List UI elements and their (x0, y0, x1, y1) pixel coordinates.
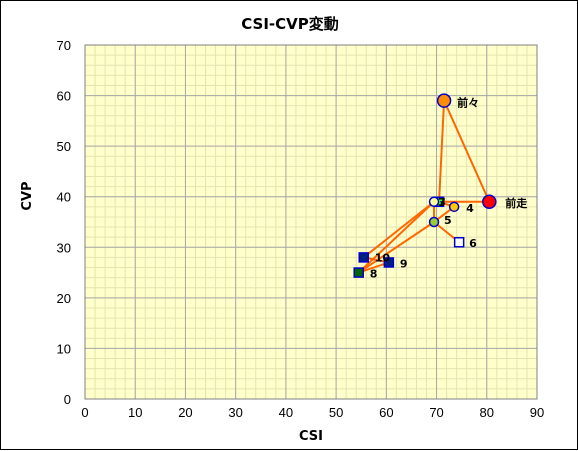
plot-area (85, 45, 537, 399)
x-tick-label: 70 (429, 405, 443, 420)
grid (84, 44, 538, 400)
y-tick-label: 50 (57, 139, 71, 154)
connecting-line (363, 200, 435, 259)
data-point-label: 前走 (505, 196, 527, 210)
data-point (358, 252, 369, 263)
x-tick-label: 90 (530, 405, 544, 420)
data-point-label: 3 (438, 196, 446, 209)
data-point (482, 194, 497, 210)
x-tick-label: 30 (228, 405, 242, 420)
y-axis-label: CVP (20, 181, 35, 210)
y-tick-label: 20 (57, 291, 71, 306)
data-point (428, 216, 440, 228)
data-point (383, 257, 395, 268)
chart-title: CSI-CVP変動 (241, 15, 339, 33)
connecting-lines (358, 100, 491, 274)
data-points (353, 93, 497, 278)
data-point-label: 7 (438, 196, 446, 209)
connecting-line (358, 221, 435, 274)
x-tick-label: 20 (178, 405, 192, 420)
y-tick-label: 40 (57, 190, 71, 205)
data-point-label: 10 (375, 251, 391, 264)
x-tick-label: 10 (128, 405, 142, 420)
data-point (353, 267, 364, 278)
data-point (436, 93, 452, 108)
x-tick-label: 50 (329, 405, 343, 420)
data-point-label: 4 (466, 202, 474, 215)
data-point-label: 8 (370, 268, 378, 281)
y-tick-label: 70 (57, 38, 71, 53)
data-point-label: 6 (469, 237, 477, 250)
data-point (428, 196, 440, 208)
y-tick-label: 60 (57, 89, 71, 104)
x-axis-label: CSI (299, 429, 323, 444)
x-tick-label: 40 (279, 405, 293, 420)
point-labels: 前走 前々 3 4 5 6 7 8 9 10 (370, 96, 528, 281)
y-tick-label: 30 (57, 240, 71, 255)
plot-border (84, 44, 538, 400)
data-point (453, 236, 465, 248)
x-tick-label: 80 (480, 405, 494, 420)
y-tick-label: 0 (64, 392, 71, 407)
data-point-label: 前々 (457, 96, 479, 110)
y-tick-label: 10 (57, 341, 71, 356)
y-axis-ticks: 0 10 20 30 40 50 60 70 (57, 38, 71, 407)
connecting-line (438, 100, 446, 202)
x-axis-ticks: 0 10 20 30 40 50 60 70 80 90 (81, 405, 544, 420)
x-tick-label: 60 (379, 405, 393, 420)
data-point-label: 9 (400, 257, 408, 270)
x-tick-label: 0 (81, 405, 88, 420)
connecting-line (358, 201, 435, 274)
data-point-label: 5 (444, 214, 452, 227)
data-point (448, 201, 460, 213)
connecting-line (443, 100, 491, 203)
